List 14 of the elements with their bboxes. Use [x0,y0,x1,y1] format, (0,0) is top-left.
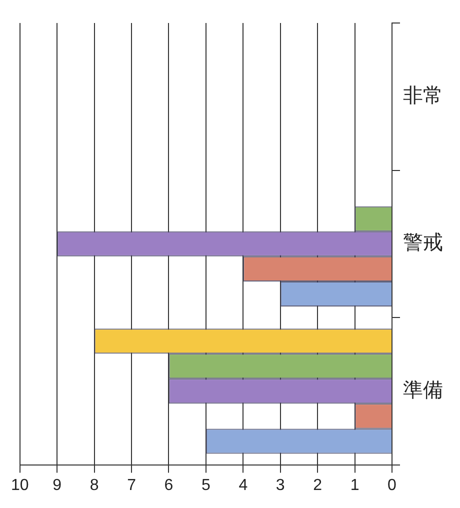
x-tick-label: 0 [388,476,397,494]
x-tick-label: 6 [164,476,174,494]
x-tick-label: 2 [313,476,322,494]
x-tick-label: 9 [52,476,62,494]
x-tick-label: 1 [350,476,360,494]
x-tick-label: 4 [238,476,248,494]
y-tick-label: 非常 [403,82,443,107]
y-tick-label: 準備 [403,377,443,402]
x-tick-label: 7 [127,476,136,494]
x-tick-label: 5 [201,476,210,494]
x-tick-label: 10 [11,476,29,494]
x-tick-label: 3 [276,476,285,494]
y-tick-label: 警戒 [403,230,443,254]
x-tick-label: 8 [90,476,99,494]
